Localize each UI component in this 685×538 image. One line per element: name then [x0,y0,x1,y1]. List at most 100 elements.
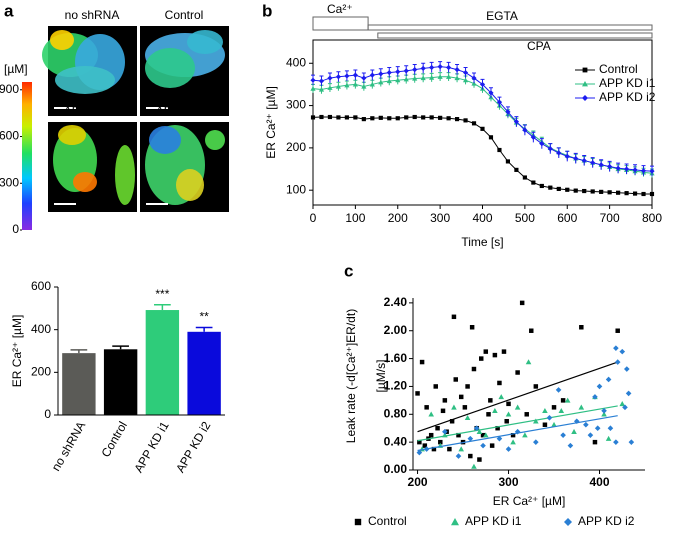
data-point [515,370,520,375]
data-point [564,397,571,403]
data-point [505,446,512,452]
fit-line [417,415,618,452]
data-point [454,75,460,81]
data-point [505,159,511,164]
data-point [310,77,316,83]
data-point [514,428,521,435]
data-point [529,328,534,333]
data-point [437,74,443,79]
x-tick-label: 500 [515,211,535,225]
data-point [327,85,333,90]
data-point [555,387,562,393]
data-point [446,74,452,79]
data-point [361,117,366,122]
colorbar-tick-label: 0 [12,222,19,236]
legend-label: APP KD i1 [465,514,522,528]
colorbar-tick-label: 300 [0,175,19,189]
x-tick-label: no shRNA [49,419,88,473]
data-point [453,377,459,382]
data-point [547,146,553,152]
x-tick-label: 700 [600,211,620,225]
data-point [468,453,473,459]
data-point [592,394,598,400]
data-point [435,425,440,431]
colorbar-label: [µM] [4,62,28,76]
data-point [619,348,626,355]
data-point [531,180,536,185]
data-point [592,439,598,445]
data-point [471,80,477,86]
y-tick-label: 0.00 [384,462,408,476]
data-point [488,90,494,96]
data-point [590,189,595,194]
x-tick-label: 400 [589,475,609,489]
data-point [539,183,544,189]
data-point [649,191,655,197]
data-point [478,356,484,361]
data-point [607,425,614,432]
x-tick-label: 600 [557,211,577,225]
data-point [438,439,443,445]
x-axis-label: ER Ca²⁺ [µM] [493,494,566,508]
data-point [471,75,477,81]
y-tick-label: 0.80 [384,406,408,420]
data-point [386,78,392,84]
colorbar [22,82,32,230]
cell [145,48,195,88]
data-point [462,69,469,76]
bar [62,353,96,415]
data-point [533,418,539,424]
data-point [440,408,446,414]
x-tick-label: 400 [472,211,492,225]
data-point [497,380,502,386]
cell [58,125,86,145]
cell [73,172,97,192]
treatment-bar [312,16,369,31]
data-point [462,77,469,83]
data-point [420,75,426,81]
data-point [546,414,553,421]
data-point [361,83,367,89]
data-point [473,425,480,432]
data-point [310,115,316,120]
data-point [429,115,434,120]
data-point [573,155,579,162]
data-point [422,443,428,448]
panel-label: b [262,1,272,20]
data-point [587,432,594,438]
image-label: APP KD i2 [156,104,213,118]
data-point [579,325,584,330]
error-bar [112,345,129,350]
data-point [607,190,612,195]
data-point [361,75,367,81]
panel-label: a [4,1,14,20]
data-point [492,352,498,358]
data-point [451,314,457,320]
data-point [480,126,485,131]
data-point [446,116,451,121]
data-point [476,428,483,434]
data-point [533,439,539,445]
data-point [471,366,477,372]
data-point [573,188,578,193]
data-point [424,405,429,410]
cell [187,30,223,54]
data-point [352,81,358,87]
data-point [370,116,375,121]
data-point [419,359,425,365]
data-point [488,135,494,140]
data-point [471,121,477,126]
data-point [565,187,570,192]
image-label: APP KD i1 [64,104,121,118]
x-tick-label: 100 [345,211,365,225]
bar [103,349,138,415]
fit-line [417,405,618,442]
x-tick-label: APP KD i2 [173,419,214,475]
panel-label: c [344,261,353,280]
y-tick-label: 2.00 [384,323,408,337]
data-point [395,77,401,83]
x-tick-label: 200 [388,211,408,225]
data-point [467,435,474,442]
legend-marker [582,95,588,101]
data-point [395,116,400,121]
